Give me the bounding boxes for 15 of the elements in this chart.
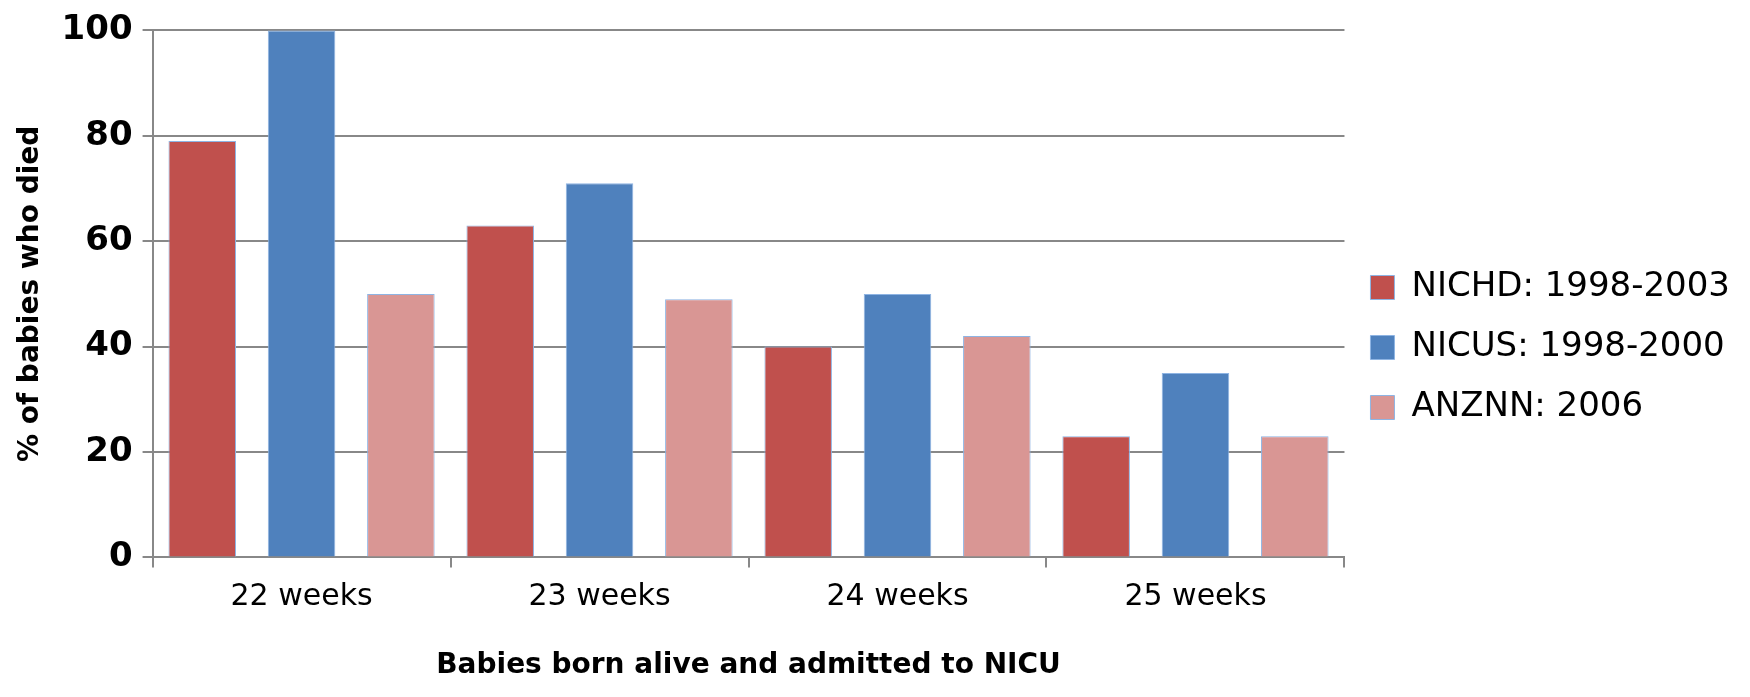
legend-label: ANZNN: 2006 bbox=[1411, 384, 1644, 425]
x-tick-label: 24 weeks bbox=[826, 577, 969, 613]
x-axis-title: Babies born alive and admitted to NICU bbox=[436, 647, 1061, 681]
y-tick-label: 20 bbox=[85, 428, 133, 469]
legend-label: NICUS: 1998-2000 bbox=[1411, 324, 1725, 365]
y-tick-label: 0 bbox=[108, 534, 133, 575]
y-tick-label: 60 bbox=[85, 218, 133, 259]
x-tick-label: 23 weeks bbox=[528, 577, 671, 613]
y-tick-label: 80 bbox=[85, 112, 133, 153]
y-tick-label: 40 bbox=[85, 323, 133, 364]
x-tick-label: 25 weeks bbox=[1124, 577, 1267, 613]
y-tick-label: 100 bbox=[61, 7, 133, 48]
x-tick-label: 22 weeks bbox=[230, 577, 373, 613]
y-axis-title: % of babies who died bbox=[12, 125, 46, 463]
legend-label: NICHD: 1998-2003 bbox=[1411, 264, 1731, 305]
